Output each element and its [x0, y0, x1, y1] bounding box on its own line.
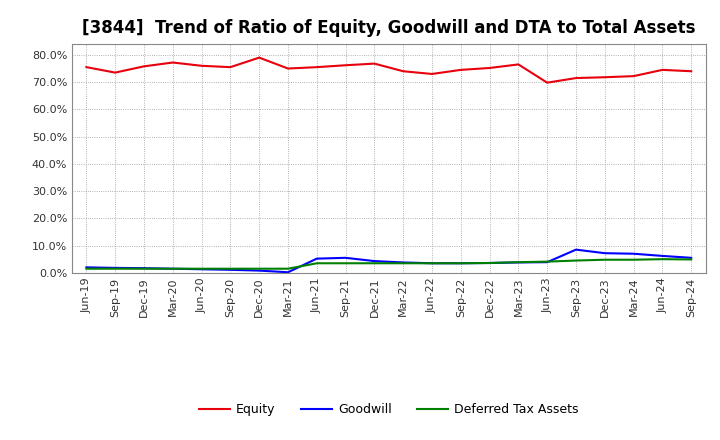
Equity: [284, 66, 292, 71]
Equity: [197, 63, 206, 69]
Line: Deferred Tax Assets: Deferred Tax Assets: [86, 259, 691, 269]
Deferred Tax Assets: [658, 257, 667, 262]
Deferred Tax Assets: [600, 257, 609, 262]
Deferred Tax Assets: [399, 260, 408, 266]
Deferred Tax Assets: [312, 260, 321, 266]
Deferred Tax Assets: [82, 266, 91, 271]
Goodwill: [168, 266, 177, 271]
Deferred Tax Assets: [370, 260, 379, 266]
Equity: [456, 67, 465, 73]
Equity: [600, 75, 609, 80]
Deferred Tax Assets: [284, 266, 292, 271]
Goodwill: [284, 270, 292, 275]
Deferred Tax Assets: [197, 266, 206, 271]
Deferred Tax Assets: [456, 260, 465, 266]
Equity: [543, 80, 552, 85]
Equity: [485, 65, 494, 70]
Deferred Tax Assets: [572, 258, 580, 263]
Goodwill: [370, 258, 379, 264]
Equity: [255, 55, 264, 60]
Goodwill: [341, 255, 350, 260]
Equity: [370, 61, 379, 66]
Equity: [629, 73, 638, 79]
Title: [3844]  Trend of Ratio of Equity, Goodwill and DTA to Total Assets: [3844] Trend of Ratio of Equity, Goodwil…: [82, 19, 696, 37]
Deferred Tax Assets: [629, 257, 638, 262]
Goodwill: [514, 260, 523, 265]
Line: Goodwill: Goodwill: [86, 249, 691, 272]
Goodwill: [572, 247, 580, 252]
Legend: Equity, Goodwill, Deferred Tax Assets: Equity, Goodwill, Deferred Tax Assets: [194, 398, 584, 421]
Equity: [168, 60, 177, 65]
Deferred Tax Assets: [514, 260, 523, 265]
Equity: [399, 69, 408, 74]
Goodwill: [226, 267, 235, 272]
Goodwill: [140, 265, 148, 271]
Goodwill: [312, 256, 321, 261]
Goodwill: [428, 260, 436, 266]
Goodwill: [111, 265, 120, 271]
Line: Equity: Equity: [86, 58, 691, 83]
Deferred Tax Assets: [140, 266, 148, 271]
Deferred Tax Assets: [687, 257, 696, 262]
Goodwill: [255, 268, 264, 273]
Equity: [341, 62, 350, 68]
Deferred Tax Assets: [111, 266, 120, 271]
Deferred Tax Assets: [255, 266, 264, 271]
Goodwill: [197, 267, 206, 272]
Deferred Tax Assets: [428, 260, 436, 266]
Deferred Tax Assets: [485, 260, 494, 266]
Equity: [82, 65, 91, 70]
Equity: [428, 71, 436, 77]
Goodwill: [456, 260, 465, 266]
Deferred Tax Assets: [168, 266, 177, 271]
Equity: [140, 64, 148, 69]
Goodwill: [399, 260, 408, 265]
Goodwill: [687, 255, 696, 260]
Equity: [658, 67, 667, 73]
Equity: [226, 65, 235, 70]
Goodwill: [82, 265, 91, 270]
Goodwill: [658, 253, 667, 259]
Equity: [312, 65, 321, 70]
Equity: [111, 70, 120, 75]
Deferred Tax Assets: [543, 259, 552, 264]
Deferred Tax Assets: [341, 260, 350, 266]
Goodwill: [543, 260, 552, 265]
Equity: [572, 75, 580, 81]
Equity: [687, 69, 696, 74]
Goodwill: [629, 251, 638, 257]
Equity: [514, 62, 523, 67]
Goodwill: [485, 260, 494, 266]
Goodwill: [600, 250, 609, 256]
Deferred Tax Assets: [226, 266, 235, 271]
